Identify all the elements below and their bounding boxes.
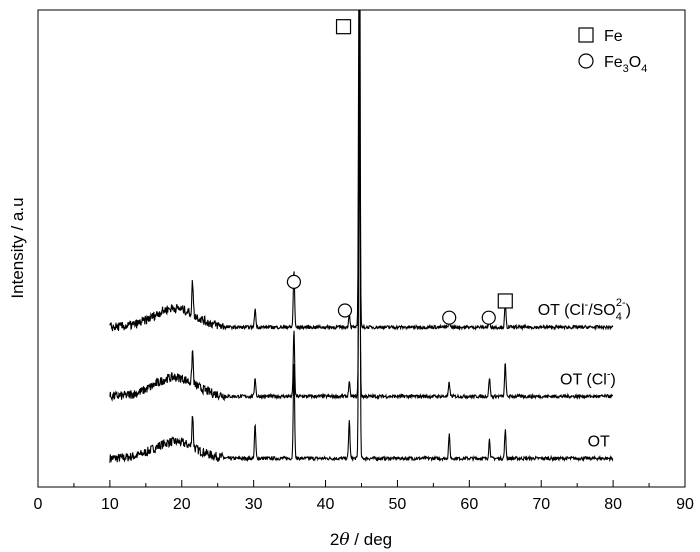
x-axis-label-theta: θ bbox=[339, 530, 349, 550]
series-label: OT (Cl-/SO4 2-) bbox=[538, 297, 631, 323]
circle-marker bbox=[337, 303, 353, 318]
series-label-sup: - bbox=[585, 299, 589, 311]
peak-markers bbox=[286, 19, 513, 325]
legend-label-text: O bbox=[629, 54, 641, 71]
x-axis-label-prefix: 2 bbox=[330, 530, 339, 549]
x-tick-label: 40 bbox=[317, 496, 335, 513]
x-tick-label: 60 bbox=[460, 496, 478, 513]
x-tick-label: 90 bbox=[676, 496, 694, 513]
x-tick-label: 50 bbox=[389, 496, 407, 513]
series-label-sup: 2- bbox=[616, 297, 626, 309]
series-line bbox=[109, 9, 614, 332]
x-tick-label: 80 bbox=[604, 496, 622, 513]
x-tick-label: 30 bbox=[245, 496, 263, 513]
legend-label: Fe bbox=[604, 28, 623, 45]
legend-label-sub: 4 bbox=[641, 63, 647, 75]
series-label-text: ) bbox=[626, 302, 631, 319]
series-group bbox=[109, 9, 614, 463]
series-label-text: OT bbox=[588, 433, 610, 450]
x-tick-label: 0 bbox=[34, 496, 43, 513]
series-label-sub: 4 bbox=[616, 311, 622, 323]
series-line bbox=[109, 9, 614, 463]
legend-square-icon bbox=[578, 27, 594, 43]
legend-label-text: Fe bbox=[604, 54, 623, 71]
circle-marker bbox=[286, 274, 302, 289]
circle-marker bbox=[481, 310, 496, 325]
x-axis-label-unit: / deg bbox=[350, 530, 393, 549]
x-tick-label: 70 bbox=[532, 496, 550, 513]
legend-label-sub: 3 bbox=[623, 63, 629, 75]
series-label-text: /SO bbox=[588, 302, 616, 319]
y-axis-label: Intensity / a.u bbox=[8, 197, 27, 298]
circle-marker bbox=[442, 310, 457, 325]
legend-label: Fe3O4 bbox=[604, 54, 647, 75]
series-label: OT bbox=[588, 433, 610, 450]
series-label: OT (Cl-) bbox=[560, 368, 616, 388]
x-axis-label: 2θ / deg bbox=[330, 530, 392, 550]
x-ticks: 0 10 20 30 40 50 60 70 80 90 bbox=[34, 480, 694, 513]
series-line bbox=[109, 116, 614, 402]
series-label-text: OT (Cl bbox=[560, 371, 607, 388]
series-label-sup: - bbox=[607, 368, 611, 380]
x-tick-label: 10 bbox=[101, 496, 119, 513]
square-marker bbox=[335, 19, 352, 35]
legend-circle-icon bbox=[578, 53, 594, 69]
series-label-text: OT (Cl bbox=[538, 302, 585, 319]
square-marker bbox=[497, 293, 513, 309]
series-label-text: ) bbox=[611, 371, 616, 388]
x-tick-label: 20 bbox=[173, 496, 191, 513]
plot-frame bbox=[37, 9, 686, 488]
